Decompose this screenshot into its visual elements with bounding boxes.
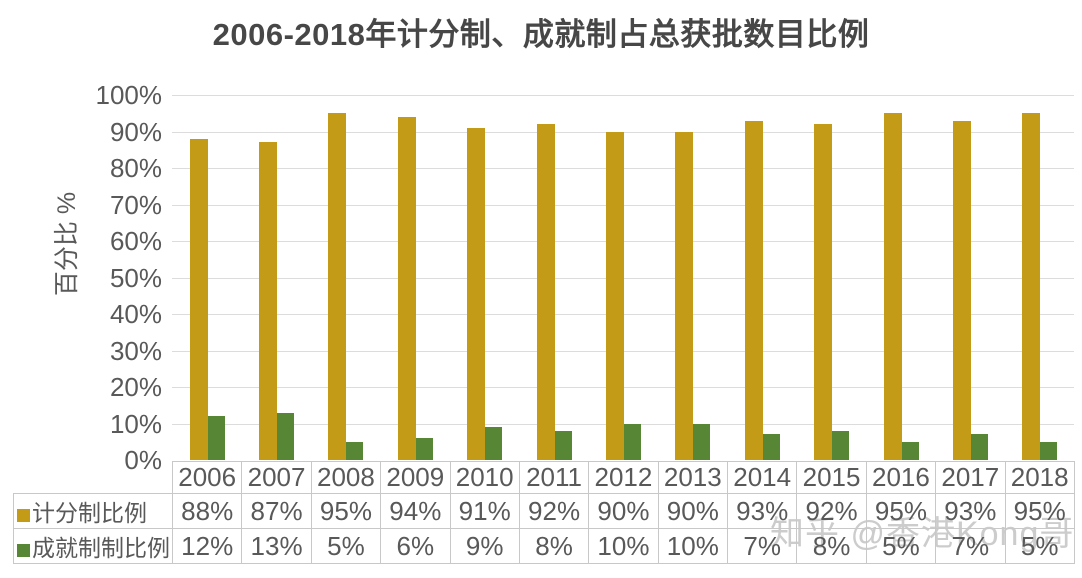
legend-swatch-icon-series2 bbox=[17, 544, 30, 557]
bar-series2-2010 bbox=[485, 427, 503, 460]
bar-series2-2015 bbox=[832, 430, 850, 460]
year-cell-2011: 2011 bbox=[518, 461, 590, 494]
value-cell-2014-series1: 93% bbox=[726, 493, 798, 529]
legend-cell-series2: 成就制制比例 bbox=[13, 528, 173, 564]
data-table: 2006 2007 2008 2009 2010 2011 2012 2013 2014 2015… bbox=[13, 461, 1075, 564]
value-cell-2015-series2: 8% bbox=[796, 528, 867, 564]
year-cell-2007: 2007 bbox=[241, 461, 312, 494]
year-cell-2013: 2013 bbox=[657, 461, 729, 494]
value-cell-2017-series1: 93% bbox=[935, 493, 1006, 529]
year-cell-2018: 2018 bbox=[1004, 461, 1075, 494]
year-cell-2016: 2016 bbox=[865, 461, 937, 494]
bar-series1-2014 bbox=[744, 120, 763, 460]
bar-series1-2007 bbox=[259, 142, 278, 460]
year-cell-2015: 2015 bbox=[796, 461, 867, 494]
value-cell-2011-series2: 8% bbox=[518, 528, 590, 564]
bar-series1-2018 bbox=[1022, 113, 1041, 460]
value-cell-2010-series2: 9% bbox=[449, 528, 520, 564]
bar-series2-2014 bbox=[762, 434, 780, 460]
year-cell-2012: 2012 bbox=[588, 461, 659, 494]
legend-swatch-icon-series1 bbox=[17, 509, 30, 522]
y-tick-30%: 30% bbox=[109, 335, 162, 366]
y-tick-40%: 40% bbox=[109, 299, 162, 329]
chart-title: 2006-2018年计分制、成就制占总获批数目比例 bbox=[212, 17, 870, 52]
value-cell-2015-series1: 92% bbox=[796, 493, 867, 529]
bar-series1-2012 bbox=[606, 131, 624, 460]
bar-series1-2006 bbox=[189, 138, 208, 460]
bar-series1-2008 bbox=[328, 113, 347, 460]
value-cell-2013-series2: 10% bbox=[657, 528, 729, 564]
bar-series1-2013 bbox=[675, 131, 694, 460]
plot-area bbox=[172, 95, 1074, 460]
bar-series1-2009 bbox=[397, 116, 416, 460]
bar-series2-2009 bbox=[415, 438, 433, 460]
value-cell-2008-series1: 95% bbox=[310, 493, 382, 529]
year-cell-2008: 2008 bbox=[310, 461, 382, 494]
value-cell-2017-series2: 7% bbox=[935, 528, 1006, 564]
bar-series2-2007 bbox=[277, 412, 295, 460]
year-cell-2010: 2010 bbox=[449, 461, 520, 494]
value-cell-2006-series2: 12% bbox=[171, 528, 243, 564]
bar-series2-2016 bbox=[901, 441, 919, 460]
value-cell-2018-series2: 5% bbox=[1004, 528, 1075, 564]
y-tick-100%: 100% bbox=[95, 80, 163, 110]
y-tick-0%: 0% bbox=[124, 445, 162, 475]
value-cell-2008-series2: 5% bbox=[310, 528, 382, 564]
legend-label-series2: 成就制制比例 bbox=[32, 535, 170, 561]
value-cell-2006-series1: 88% bbox=[171, 493, 243, 529]
bar-series1-2017 bbox=[952, 120, 971, 460]
bar-series2-2012 bbox=[624, 423, 641, 460]
y-tick-10%: 10% bbox=[109, 408, 162, 439]
bar-series2-2011 bbox=[554, 430, 572, 460]
value-cell-2007-series2: 13% bbox=[241, 528, 312, 564]
value-cell-2011-series1: 92% bbox=[518, 493, 590, 529]
bar-series1-2015 bbox=[814, 124, 833, 460]
y-tick-70%: 70% bbox=[109, 189, 162, 220]
bar-series2-2006 bbox=[207, 416, 225, 460]
y-tick-20%: 20% bbox=[109, 372, 162, 402]
value-cell-2016-series2: 5% bbox=[865, 528, 937, 564]
y-tick-50%: 50% bbox=[109, 262, 162, 293]
bar-series1-2016 bbox=[883, 113, 902, 460]
bar-series2-2017 bbox=[970, 434, 988, 460]
value-cell-2018-series1: 95% bbox=[1004, 493, 1075, 529]
value-cell-2016-series1: 95% bbox=[865, 493, 937, 529]
legend-cell-series1: 计分制比例 bbox=[13, 493, 173, 529]
year-cell-2006: 2006 bbox=[171, 461, 243, 494]
table-row-series2: 成就制制比例 12% 13% 5% 6% 9% 8% 10% 10% 7% 8% 5% 7% 5% bbox=[13, 528, 1075, 564]
year-cell-2014: 2014 bbox=[726, 461, 798, 494]
table-row-series1: 计分制比例 88% 87% 95% 94% 91% 92% 90% 90% 93% 92% 95% 93… bbox=[13, 493, 1075, 529]
bar-series1-2011 bbox=[536, 124, 555, 460]
year-header-row: 2006 2007 2008 2009 2010 2011 2012 2013 2014 2015… bbox=[14, 461, 1075, 494]
bar-series2-2008 bbox=[346, 441, 364, 460]
bar-series1-2010 bbox=[467, 127, 486, 460]
value-cell-2014-series2: 7% bbox=[726, 528, 798, 564]
legend-label-series1: 计分制比例 bbox=[32, 500, 147, 526]
year-cell-2009: 2009 bbox=[380, 461, 451, 494]
y-tick-60%: 60% bbox=[109, 226, 162, 256]
y-tick-90%: 90% bbox=[109, 116, 162, 147]
value-cell-2009-series1: 94% bbox=[380, 493, 451, 529]
value-cell-2009-series2: 6% bbox=[380, 528, 451, 564]
bar-series2-2013 bbox=[693, 423, 711, 460]
value-cell-2012-series1: 90% bbox=[588, 493, 659, 529]
value-cell-2010-series1: 91% bbox=[449, 493, 520, 529]
bar-series2-2018 bbox=[1040, 441, 1058, 460]
value-cell-2007-series1: 87% bbox=[241, 493, 312, 529]
value-cell-2013-series1: 90% bbox=[657, 493, 729, 529]
y-tick-80%: 80% bbox=[109, 153, 162, 183]
gridline-100 bbox=[172, 95, 1074, 96]
year-cell-2017: 2017 bbox=[935, 461, 1006, 494]
value-cell-2012-series2: 10% bbox=[588, 528, 659, 564]
